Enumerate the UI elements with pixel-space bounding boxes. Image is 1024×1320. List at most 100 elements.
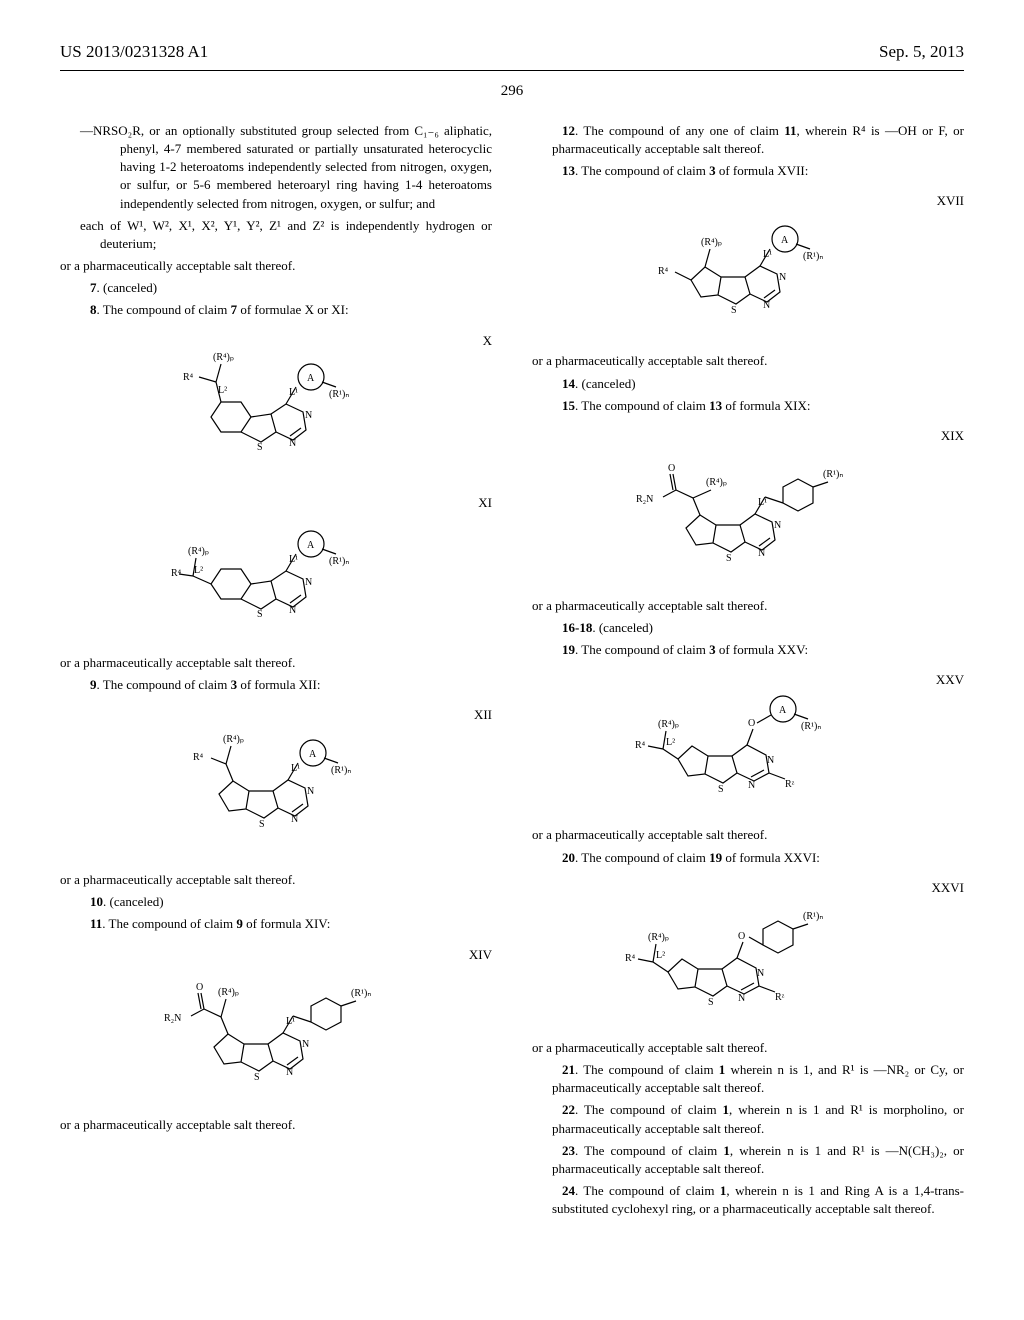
- para-body: each of W¹, W², X¹, X², Y¹, Y², Z¹ and Z…: [60, 217, 492, 253]
- svg-text:(R⁴)ₚ: (R⁴)ₚ: [648, 932, 669, 943]
- svg-text:(R¹)ₙ: (R¹)ₙ: [351, 988, 371, 999]
- claim-13: 13. The compound of claim 3 of formula X…: [532, 162, 964, 180]
- salt-text: or a pharmaceutically acceptable salt th…: [532, 1039, 964, 1057]
- para-body: —NRSO₂R, or an optionally substituted gr…: [60, 122, 492, 213]
- svg-text:S: S: [259, 819, 265, 830]
- header-left: US 2013/0231328 A1: [60, 40, 208, 64]
- page-number: 296: [60, 81, 964, 102]
- claim-21: 21. The compound of claim 1 wherein n is…: [532, 1061, 964, 1097]
- svg-text:N: N: [302, 1039, 309, 1050]
- claim-9: 9. The compound of claim 3 of formula XI…: [60, 676, 492, 694]
- svg-text:R⁴: R⁴: [625, 953, 636, 964]
- chemical-structure-icon: S N N Rᶻ O A (R¹)ₙ L² R⁴: [633, 671, 863, 816]
- svg-text:N: N: [291, 814, 298, 825]
- para-body: or a pharmaceutically acceptable salt th…: [60, 257, 492, 275]
- svg-text:L¹: L¹: [291, 763, 300, 774]
- svg-text:S: S: [257, 442, 263, 453]
- svg-text:S: S: [257, 609, 263, 620]
- svg-text:N: N: [307, 786, 314, 797]
- svg-text:L²: L²: [656, 950, 665, 961]
- chemical-structure-icon: S N N L¹ (R¹)ₙ (R⁴)ₚ O R₂N: [146, 946, 406, 1106]
- claim-12: 12. The compound of any one of claim 11,…: [532, 122, 964, 158]
- claim-23: 23. The compound of claim 1, wherein n i…: [532, 1142, 964, 1178]
- right-column: 12. The compound of any one of claim 11,…: [532, 122, 964, 1223]
- claim-10: 10. (canceled): [60, 893, 492, 911]
- svg-text:O: O: [668, 463, 675, 474]
- svg-text:L²: L²: [194, 565, 203, 576]
- svg-text:N: N: [758, 548, 765, 559]
- claim-8: 8. The compound of claim 7 of formulae X…: [60, 301, 492, 319]
- svg-text:A: A: [779, 705, 787, 716]
- svg-text:(R⁴)ₚ: (R⁴)ₚ: [706, 477, 727, 488]
- svg-text:O: O: [748, 718, 755, 729]
- svg-text:Rᶻ: Rᶻ: [785, 779, 795, 790]
- claim-24: 24. The compound of claim 1, wherein n i…: [532, 1182, 964, 1218]
- svg-text:(R⁴)ₚ: (R⁴)ₚ: [701, 237, 722, 248]
- svg-text:N: N: [748, 780, 755, 791]
- svg-text:(R¹)ₙ: (R¹)ₙ: [823, 469, 843, 480]
- svg-text:R₂N: R₂N: [164, 1013, 181, 1024]
- svg-text:L¹: L¹: [289, 554, 298, 565]
- svg-text:R⁴: R⁴: [635, 740, 646, 751]
- svg-text:R⁴: R⁴: [183, 372, 194, 383]
- svg-text:N: N: [738, 993, 745, 1004]
- formula-label: X: [483, 332, 492, 350]
- svg-text:N: N: [305, 577, 312, 588]
- svg-text:R₂N: R₂N: [636, 494, 653, 505]
- svg-text:N: N: [289, 605, 296, 616]
- svg-text:A: A: [309, 749, 317, 760]
- two-column-layout: —NRSO₂R, or an optionally substituted gr…: [60, 122, 964, 1223]
- svg-text:N: N: [774, 520, 781, 531]
- salt-text: or a pharmaceutically acceptable salt th…: [60, 871, 492, 889]
- chemical-structure-icon: S N N L¹ (R¹)ₙ (R⁴)ₚ O R₂N: [618, 427, 878, 587]
- salt-text: or a pharmaceutically acceptable salt th…: [60, 1116, 492, 1134]
- claim-14: 14. (canceled): [532, 375, 964, 393]
- svg-text:S: S: [726, 553, 732, 564]
- structure-X: X S N N L¹ A (R¹)ₙ: [60, 332, 492, 482]
- svg-text:N: N: [779, 272, 786, 283]
- svg-text:(R⁴)ₚ: (R⁴)ₚ: [658, 719, 679, 730]
- svg-text:N: N: [763, 300, 770, 311]
- svg-text:L¹: L¹: [763, 249, 772, 260]
- svg-text:Rᶻ: Rᶻ: [775, 992, 785, 1003]
- svg-text:(R⁴)ₚ: (R⁴)ₚ: [218, 987, 239, 998]
- header-rule: [60, 70, 964, 71]
- svg-text:(R¹)ₙ: (R¹)ₙ: [803, 251, 823, 262]
- svg-text:(R¹)ₙ: (R¹)ₙ: [801, 721, 821, 732]
- claim-11: 11. The compound of claim 9 of formula X…: [60, 915, 492, 933]
- chemical-structure-icon: S N N L¹ A (R¹)ₙ L² R⁴ (R⁴)ₚ: [171, 332, 381, 482]
- svg-text:R⁴: R⁴: [658, 266, 669, 277]
- chemical-structure-icon: S N N L¹ A (R¹)ₙ R⁴ (R⁴)ₚ: [643, 192, 853, 342]
- svg-text:A: A: [781, 235, 789, 246]
- left-column: —NRSO₂R, or an optionally substituted gr…: [60, 122, 492, 1223]
- salt-text: or a pharmaceutically acceptable salt th…: [60, 654, 492, 672]
- svg-text:R⁴: R⁴: [193, 752, 204, 763]
- svg-text:N: N: [305, 410, 312, 421]
- svg-text:L¹: L¹: [286, 1016, 295, 1027]
- structure-XIX: XIX S N N L¹ (R¹)ₙ (R⁴)ₚ O: [532, 427, 964, 587]
- svg-text:S: S: [731, 305, 737, 316]
- claim-16-18: 16-18. (canceled): [532, 619, 964, 637]
- claim-20: 20. The compound of claim 19 of formula …: [532, 849, 964, 867]
- svg-text:A: A: [307, 540, 315, 551]
- svg-text:S: S: [708, 997, 714, 1008]
- header-right: Sep. 5, 2013: [879, 40, 964, 64]
- svg-text:N: N: [289, 438, 296, 449]
- svg-text:L²: L²: [218, 385, 227, 396]
- svg-text:(R¹)ₙ: (R¹)ₙ: [803, 911, 823, 922]
- structure-XI: XI S N N L¹ A (R¹)ₙ L² R⁴: [60, 494, 492, 644]
- svg-text:O: O: [196, 982, 203, 993]
- svg-text:(R⁴)ₚ: (R⁴)ₚ: [223, 734, 244, 745]
- chemical-structure-icon: S N N L¹ A (R¹)ₙ (R⁴)ₚ R⁴: [171, 706, 381, 861]
- claim-19: 19. The compound of claim 3 of formula X…: [532, 641, 964, 659]
- svg-text:S: S: [254, 1072, 260, 1083]
- svg-text:(R⁴)ₚ: (R⁴)ₚ: [188, 546, 209, 557]
- formula-label: XVII: [937, 192, 964, 210]
- svg-text:L²: L²: [666, 737, 675, 748]
- formula-label: XII: [474, 706, 492, 724]
- svg-text:N: N: [757, 968, 764, 979]
- structure-XXV: XXV S N N Rᶻ O A (R¹)ₙ: [532, 671, 964, 816]
- svg-text:(R¹)ₙ: (R¹)ₙ: [331, 765, 351, 776]
- claim-15: 15. The compound of claim 13 of formula …: [532, 397, 964, 415]
- svg-text:S: S: [718, 784, 724, 795]
